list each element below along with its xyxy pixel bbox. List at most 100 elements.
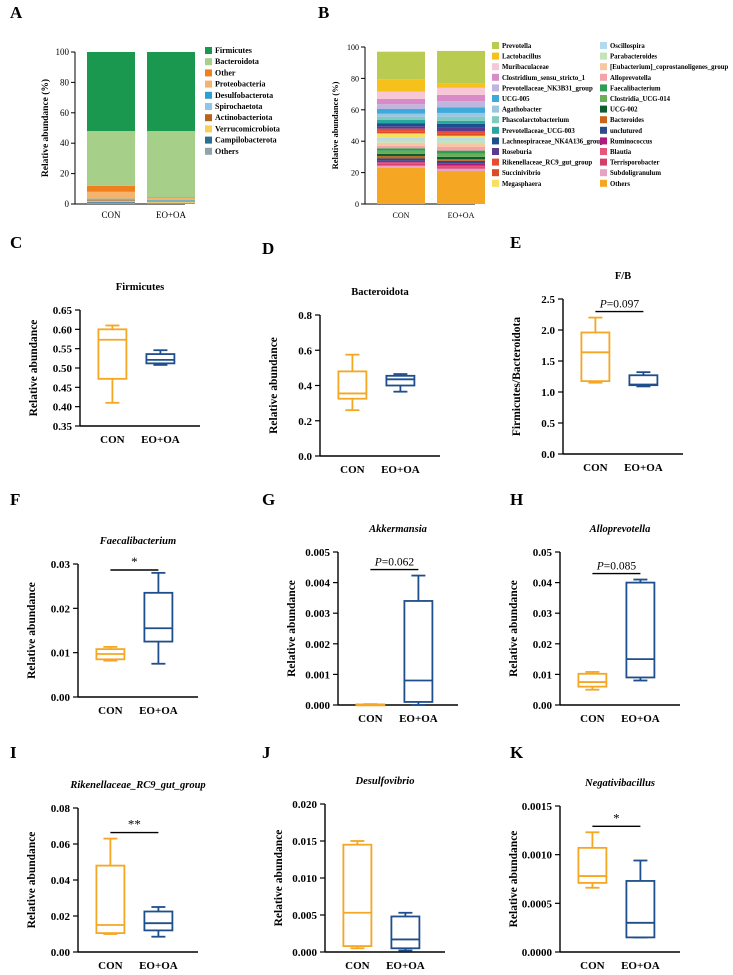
bar-segment-verrucomicrobiota	[147, 202, 195, 203]
y-tick-label: 0.003	[305, 608, 330, 620]
legend-swatch	[600, 116, 607, 124]
bar-segment-desulfobacterota	[87, 198, 135, 200]
y-tick-label: 0.00	[533, 700, 553, 712]
bar-segment-prevotellaceae-nk3b31-group	[377, 104, 425, 110]
y-axis-label: Relative abundance	[28, 320, 40, 417]
legend-entry: Roseburia	[502, 149, 532, 156]
bar-segment-faecalibacterium	[437, 150, 485, 154]
x-tick-label: CON	[98, 960, 123, 972]
bar-segment-others	[377, 167, 425, 204]
legend-entry: Bacteroides	[610, 117, 644, 124]
y-axis-label: Relative abundance (%)	[40, 79, 51, 177]
bar-segment-alloprevotella	[377, 145, 425, 149]
y-tick-label: 0.35	[53, 421, 73, 433]
box-con	[95, 646, 126, 662]
bar-segment-terrisporobacter	[437, 167, 485, 169]
y-tick-label: 0.03	[533, 608, 553, 620]
bar-segment-proteobacteria	[147, 197, 195, 201]
legend-entry: Others	[610, 181, 630, 188]
y-tick-label: 2.0	[541, 325, 555, 337]
bar-segment-succinivibrio	[437, 133, 485, 136]
legend-swatch	[600, 126, 607, 134]
legend-entry: Alloprevotella	[610, 75, 652, 82]
panel-label-d: D	[262, 239, 274, 258]
box-con	[577, 831, 608, 889]
y-tick-label: 0.02	[51, 911, 71, 923]
boxplot-c: C Firmicutes 0.35 0.40 0.45 0.50 0.55 0.60 0.65 R…	[10, 233, 200, 446]
y-axis-label: Relative abundance (%)	[330, 81, 340, 169]
x-tick-label: CON	[345, 960, 370, 972]
x-tick-label: EO+OA	[386, 960, 425, 972]
bar-segment-spirochaetota	[147, 200, 195, 202]
legend-swatch	[492, 73, 499, 81]
x-tick-label: CON	[393, 211, 410, 220]
box-eo-oa	[390, 911, 421, 952]
box-con	[577, 671, 608, 691]
bar-segment-subdoligranulum	[377, 165, 425, 168]
box-eo-oa	[628, 371, 659, 388]
box-iqr	[577, 672, 608, 688]
bar-segment-ruminococcus	[437, 163, 485, 166]
bar-segment-lactobacillus	[377, 79, 425, 92]
bar-segment--eubacterium-coprostanoligenes-group	[437, 143, 485, 147]
legend-swatch	[205, 103, 212, 110]
bar-segment-firmicutes	[147, 52, 195, 132]
y-axis-label: Relative abundance	[26, 832, 38, 929]
bar-segment-phascolarctobacterium	[437, 116, 485, 121]
legend-entry: Prevotellaceae_UCG-003	[502, 128, 575, 135]
legend-entry: Megasphaera	[502, 181, 542, 188]
legend-swatch	[205, 47, 212, 54]
bar-segment-bacteroides	[437, 159, 485, 161]
legend-swatch	[205, 58, 212, 66]
y-tick-label: 0.02	[51, 603, 71, 615]
bar-segment-others	[147, 203, 195, 204]
legend-entry: Lachnospiraceae_NK4A136_group	[502, 138, 604, 145]
significance-label: **	[128, 817, 141, 832]
panel-label-i: I	[10, 743, 17, 762]
chart-title: Negativibacillus	[584, 778, 655, 789]
legend-swatch	[492, 148, 499, 155]
legend-swatch	[600, 95, 607, 102]
legend-swatch	[492, 179, 499, 187]
legend-entry: Agathobacter	[502, 107, 542, 114]
y-tick-label: 0	[65, 199, 70, 209]
legend-entry: Spirochaetota	[215, 102, 262, 111]
y-tick-label: 60	[351, 106, 359, 115]
legend-entry: Parabacteroides	[610, 54, 657, 61]
legend-swatch	[205, 114, 212, 122]
legend-swatch	[600, 158, 607, 166]
legend-entry: Blautia	[610, 149, 632, 156]
legend-swatch	[205, 147, 212, 155]
bar-segment-unclutured	[377, 158, 425, 161]
box-iqr	[577, 846, 608, 884]
chart-title: Desulfovibrio	[355, 776, 415, 787]
y-tick-label: 2.5	[541, 294, 555, 306]
y-tick-label: 0.03	[51, 559, 71, 571]
legend-entry: Proteobacteria	[215, 80, 266, 89]
box-iqr	[143, 591, 174, 643]
y-tick-label: 0.015	[292, 836, 317, 848]
significance-label: P=0.097	[599, 299, 640, 311]
bar-segment-desulfobacterota	[147, 200, 195, 201]
x-tick-label: CON	[340, 464, 365, 476]
y-tick-label: 0.001	[305, 669, 330, 681]
y-axis-label: Relative abundance	[508, 580, 520, 677]
y-tick-label: 0.2	[298, 416, 312, 428]
y-tick-label: 0.002	[305, 639, 330, 651]
bar-segment-campilobacterota	[87, 201, 135, 203]
boxplot-e: E F/B 0.0 0.5 1.0 1.5 2.0 2.5 Firmicutes/Bactero…	[510, 233, 683, 474]
box-con	[342, 840, 373, 950]
box-eo-oa	[625, 859, 656, 939]
bar-segment-agathobacter	[437, 112, 485, 117]
bar-segment-other	[147, 197, 195, 198]
legend-entry: Others	[215, 147, 239, 156]
bar-segment-muribaculaceae	[377, 91, 425, 99]
legend-swatch	[492, 63, 499, 71]
bar-segment-clostridia-ucg-014	[437, 153, 485, 157]
y-tick-label: 40	[351, 137, 359, 146]
y-tick-label: 0.000	[305, 700, 330, 712]
boxplot-j: J Desulfovibrio 0.000 0.005 0.010 0.015 0.020 R…	[262, 743, 445, 972]
chart-title: Alloprevotella	[589, 524, 651, 535]
panel-label-a: A	[10, 3, 23, 22]
legend-entry: Prevotella	[502, 43, 532, 50]
